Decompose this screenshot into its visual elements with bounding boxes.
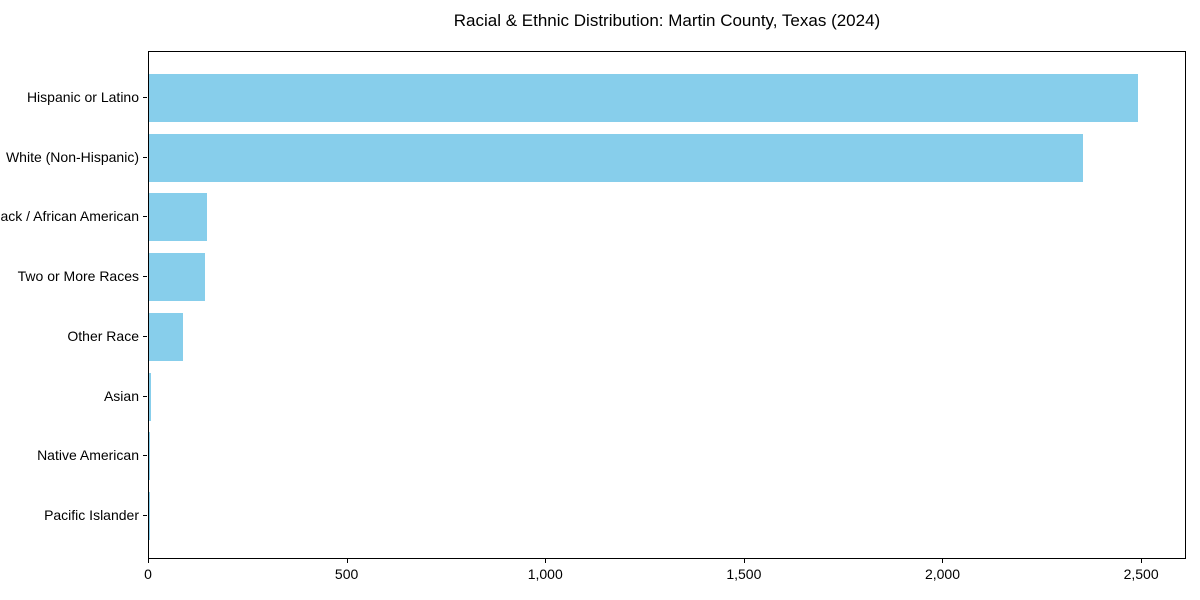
y-tick-label: Pacific Islander (44, 506, 139, 523)
y-tick-label: Two or More Races (17, 268, 139, 285)
y-tick-mark (143, 455, 147, 456)
y-tick-mark (143, 396, 147, 397)
bar (149, 312, 183, 361)
x-tick-label: 500 (334, 566, 359, 582)
bar (149, 253, 205, 302)
y-tick-mark (143, 157, 147, 158)
y-tick-label: White (Non-Hispanic) (5, 148, 139, 165)
bar (149, 432, 151, 481)
bar (149, 74, 1139, 122)
plot-area (148, 51, 1186, 559)
x-tick-label: 1,000 (527, 566, 563, 582)
y-tick-label: Native American (37, 447, 139, 464)
x-tick-label: 2,000 (924, 566, 961, 582)
y-tick-mark (143, 97, 147, 98)
bar (149, 133, 1083, 182)
y-tick-mark (143, 276, 147, 277)
y-tick-label: Hispanic or Latino (26, 89, 139, 105)
bar (149, 193, 207, 242)
x-tick-mark (942, 559, 943, 563)
x-tick-mark (1141, 559, 1142, 563)
chart-title: Racial & Ethnic Distribution: Martin Cou… (453, 11, 881, 30)
x-tick-label: 1,500 (726, 566, 762, 582)
y-tick-label: Black / African American (0, 208, 139, 225)
y-tick-label: Asian (103, 387, 139, 404)
x-tick-label: 0 (144, 566, 152, 582)
x-tick-mark (545, 559, 546, 563)
x-tick-label: 2,500 (1123, 566, 1159, 582)
x-tick-mark (148, 559, 149, 563)
x-tick-mark (347, 559, 348, 563)
y-tick-mark (143, 216, 147, 217)
y-tick-label: Other Race (67, 327, 139, 344)
y-tick-mark (143, 515, 147, 516)
x-tick-mark (744, 559, 745, 563)
y-tick-mark (143, 336, 147, 337)
bar (149, 372, 151, 421)
